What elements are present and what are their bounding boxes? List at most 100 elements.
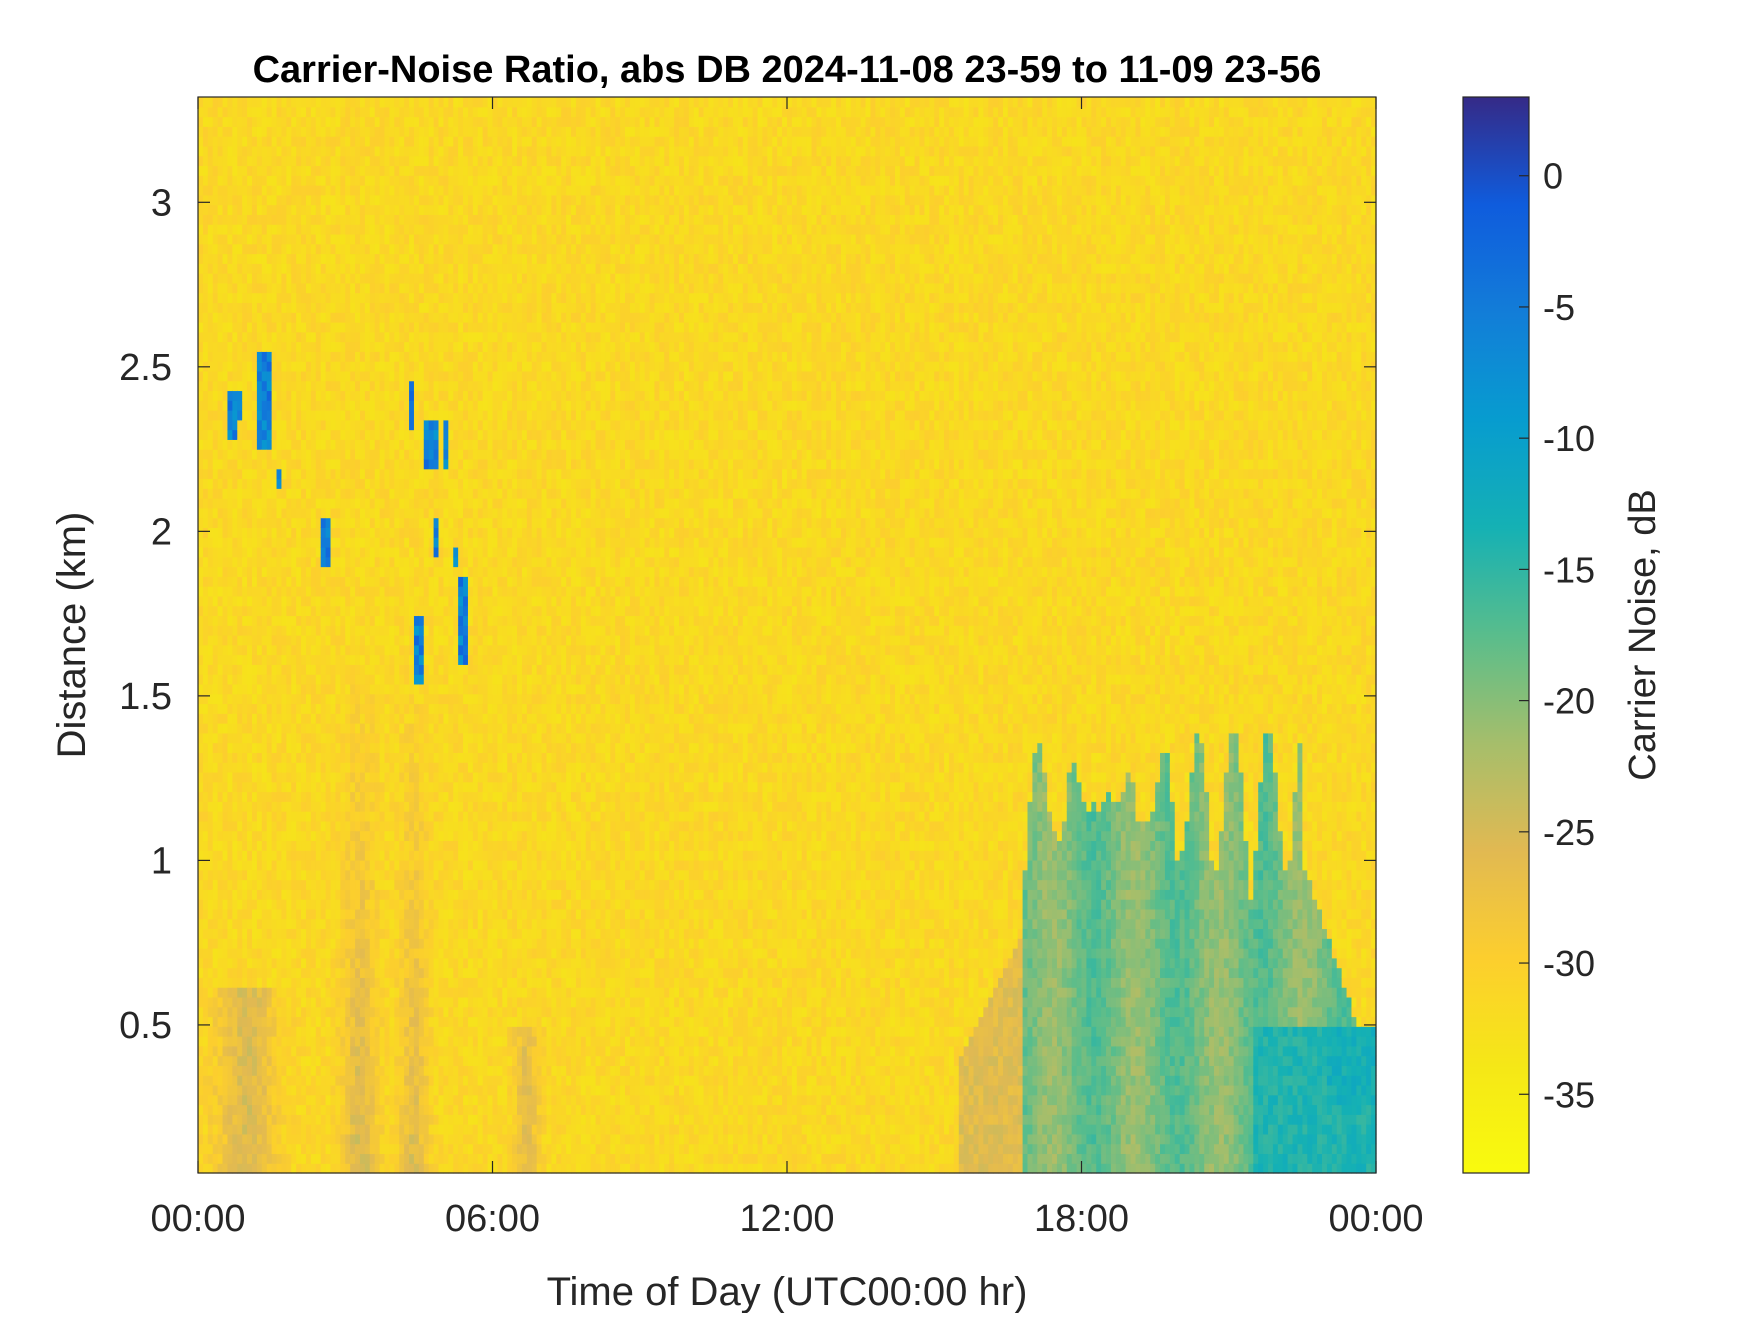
heatmap-cell xyxy=(208,547,214,557)
heatmap-cell xyxy=(291,390,297,400)
heatmap-cell xyxy=(345,1026,351,1036)
heatmap-cell xyxy=(227,919,233,929)
heatmap-cell xyxy=(277,165,283,175)
heatmap-cell xyxy=(404,1046,410,1056)
heatmap-cell xyxy=(257,880,263,890)
heatmap-cell xyxy=(385,948,391,958)
heatmap-cell xyxy=(247,185,253,195)
heatmap-cell xyxy=(360,674,366,684)
heatmap-cell xyxy=(350,165,356,175)
heatmap-cell xyxy=(375,165,381,175)
heatmap-cell xyxy=(360,1046,366,1056)
heatmap-cell xyxy=(301,733,307,743)
heatmap-cell xyxy=(208,205,214,215)
heatmap-cell xyxy=(360,958,366,968)
heatmap-cell xyxy=(232,801,238,811)
heatmap-cell xyxy=(257,831,263,841)
heatmap-cell xyxy=(291,576,297,586)
heatmap-cells xyxy=(198,97,1377,1174)
heatmap-cell xyxy=(301,371,307,381)
heatmap-cell xyxy=(281,97,287,107)
heatmap-cell xyxy=(311,928,317,938)
heatmap-cell xyxy=(203,674,209,684)
heatmap-cell xyxy=(203,185,209,195)
heatmap-cell xyxy=(409,420,415,430)
heatmap-cell xyxy=(291,635,297,645)
heatmap-cell xyxy=(311,567,317,577)
heatmap-cell xyxy=(203,606,209,616)
heatmap-cell xyxy=(296,772,302,782)
heatmap-cell xyxy=(375,948,381,958)
heatmap-cell xyxy=(316,1114,322,1124)
heatmap-cell xyxy=(331,410,337,420)
heatmap-cell xyxy=(232,459,238,469)
heatmap-cell xyxy=(232,938,238,948)
heatmap-cell xyxy=(404,498,410,508)
heatmap-cell xyxy=(198,126,204,136)
heatmap-cell xyxy=(345,928,351,938)
heatmap-cell xyxy=(399,273,405,283)
heatmap-cell xyxy=(326,136,332,146)
heatmap-cell xyxy=(340,664,346,674)
heatmap-cell xyxy=(213,400,219,410)
heatmap-cell xyxy=(223,928,229,938)
heatmap-cell xyxy=(237,537,243,547)
heatmap-cell xyxy=(291,801,297,811)
heatmap-cell xyxy=(257,263,263,273)
heatmap-cell xyxy=(296,664,302,674)
heatmap-cell xyxy=(350,107,356,117)
heatmap-cell xyxy=(306,136,312,146)
heatmap-cell xyxy=(414,430,420,440)
heatmap-cell xyxy=(242,762,248,772)
heatmap-cell xyxy=(203,547,209,557)
heatmap-cell xyxy=(331,205,337,215)
heatmap-cell xyxy=(198,928,204,938)
heatmap-cell xyxy=(286,919,292,929)
heatmap-cell xyxy=(301,547,307,557)
heatmap-cell xyxy=(198,1036,204,1046)
heatmap-cell xyxy=(208,684,214,694)
heatmap-cell xyxy=(277,234,283,244)
heatmap-cell xyxy=(237,615,243,625)
heatmap-cell xyxy=(257,342,263,352)
heatmap-cell xyxy=(281,322,287,332)
heatmap-cell xyxy=(321,694,327,704)
heatmap-cell xyxy=(345,371,351,381)
heatmap-cell xyxy=(331,586,337,596)
heatmap-cell xyxy=(399,782,405,792)
heatmap-cell xyxy=(281,840,287,850)
heatmap-cell xyxy=(257,655,263,665)
heatmap-cell xyxy=(203,205,209,215)
heatmap-cell xyxy=(389,655,395,665)
heatmap-cell xyxy=(409,596,415,606)
heatmap-cell xyxy=(389,518,395,528)
heatmap-cell xyxy=(335,1026,341,1036)
heatmap-cell xyxy=(316,1105,322,1115)
heatmap-cell xyxy=(291,1007,297,1017)
heatmap-cell xyxy=(331,361,337,371)
heatmap-cell xyxy=(321,919,327,929)
heatmap-cell xyxy=(350,420,356,430)
heatmap-cell xyxy=(311,1085,317,1095)
heatmap-cell xyxy=(414,449,420,459)
heatmap-cell xyxy=(380,752,386,762)
heatmap-cell xyxy=(237,469,243,479)
heatmap-cell xyxy=(360,1085,366,1095)
heatmap-cell xyxy=(286,1036,292,1046)
heatmap-cell xyxy=(326,645,332,655)
heatmap-cell xyxy=(252,469,258,479)
heatmap-cell xyxy=(242,1075,248,1085)
heatmap-cell xyxy=(399,439,405,449)
heatmap-cell xyxy=(365,390,371,400)
heatmap-cell xyxy=(208,390,214,400)
heatmap-cell xyxy=(277,439,283,449)
heatmap-cell xyxy=(380,420,386,430)
heatmap-cell xyxy=(223,1007,229,1017)
heatmap-cell xyxy=(272,293,278,303)
heatmap-cell xyxy=(380,527,386,537)
heatmap-cell xyxy=(394,899,400,909)
heatmap-cell xyxy=(223,723,229,733)
heatmap-cell xyxy=(277,1144,283,1154)
heatmap-cell xyxy=(218,371,224,381)
